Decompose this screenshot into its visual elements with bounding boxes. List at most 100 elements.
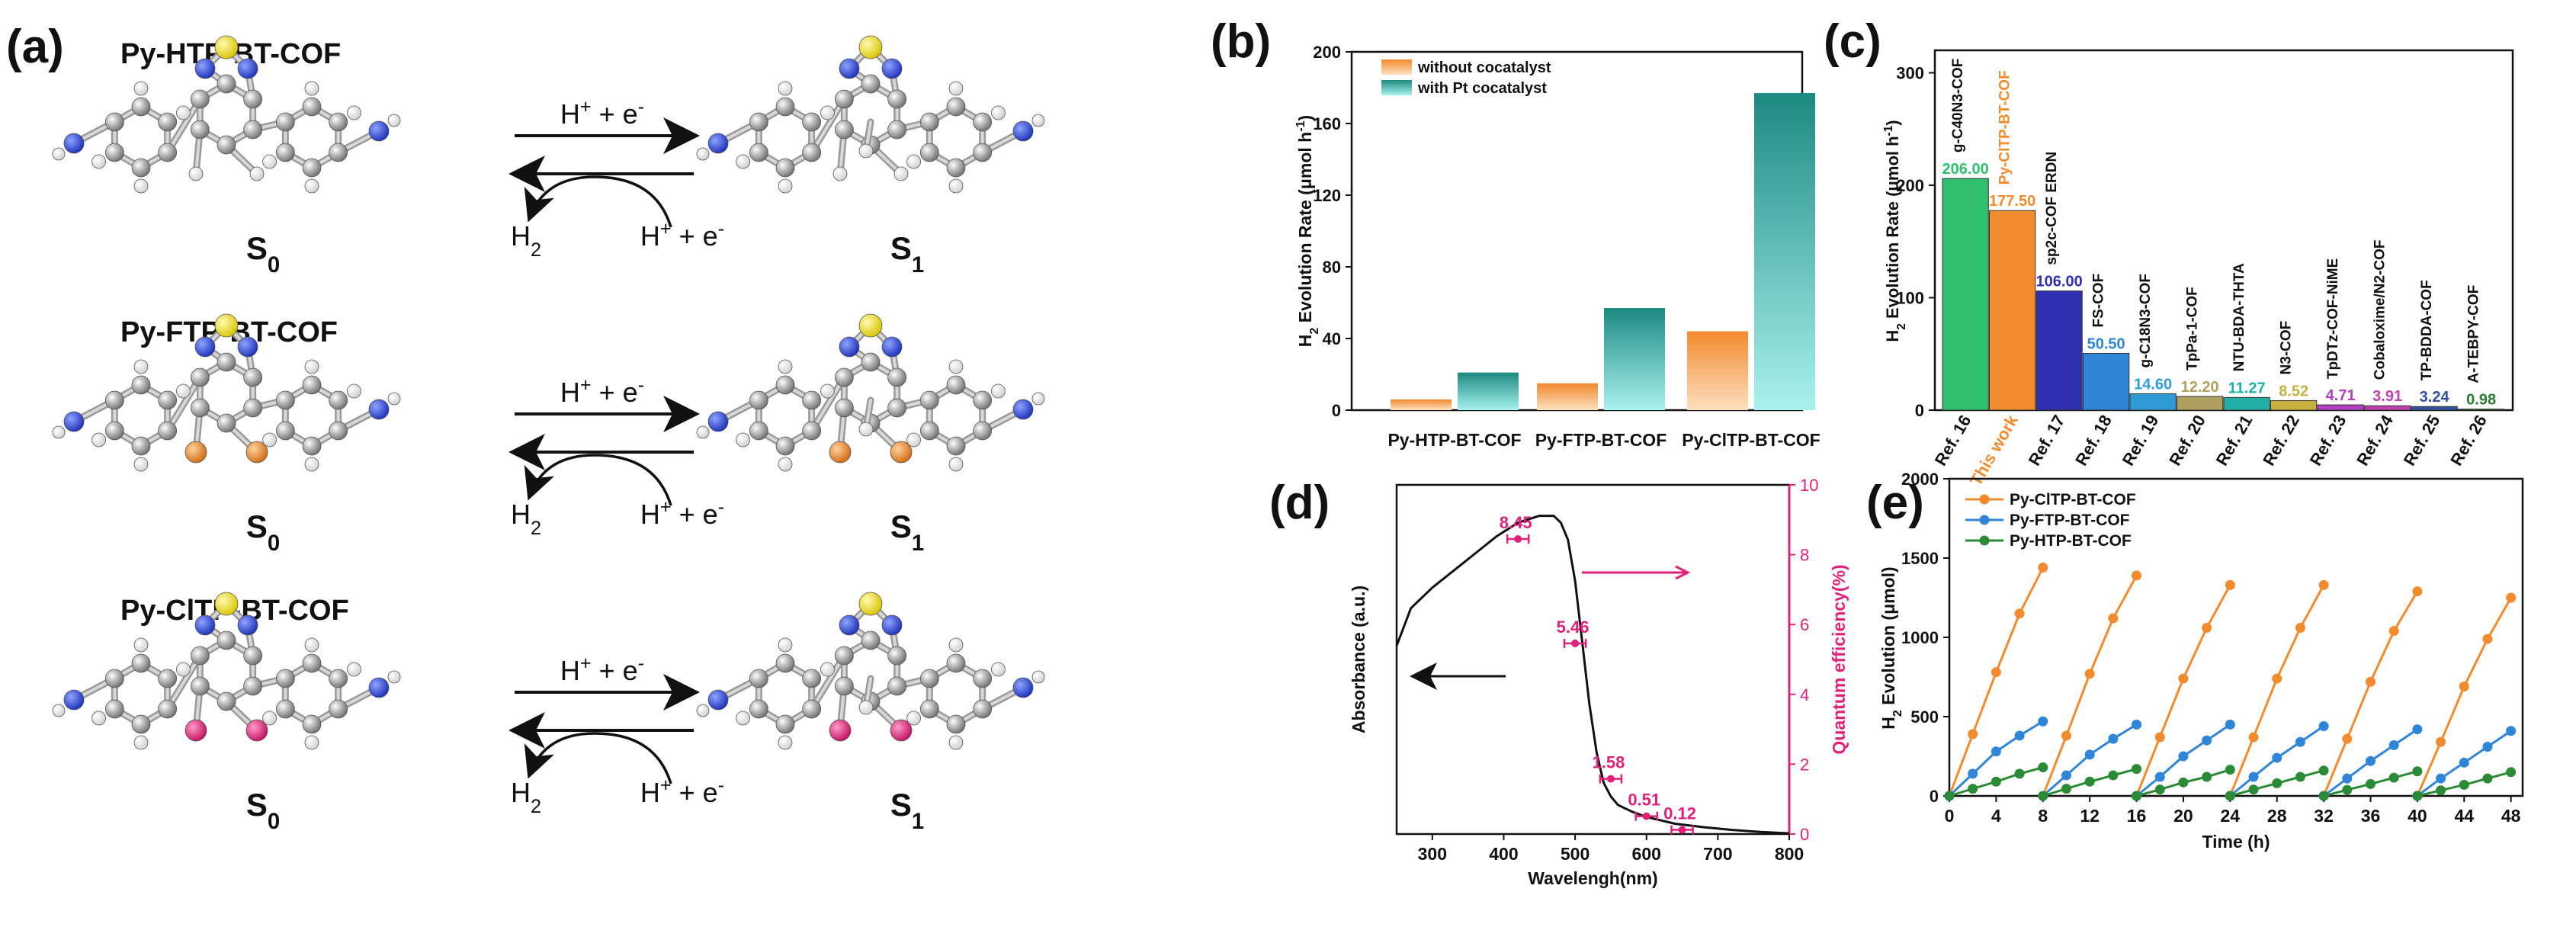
text-span: H [1295,335,1315,348]
series-line [2228,584,2325,797]
value-label: 0.98 [2466,392,2496,409]
nitrogen-atom [881,336,903,358]
carbon-atom [887,398,907,418]
carbon-atom [946,375,966,395]
series-point [2318,720,2329,731]
hydrogen-atom [1031,114,1045,127]
text-span: S [246,508,268,544]
y2-tick-label: 10 [1800,476,1818,495]
arrow-label-h2: H2 [511,220,541,261]
carbon-atom [887,676,907,696]
carbon-atom [834,120,854,140]
y-tick-label: 40 [1323,329,1341,348]
carbon-atom [104,390,124,410]
right-axis-arrowhead [1675,565,1691,580]
x-axis-title: Time (h) [2202,832,2270,852]
series-point [2388,626,2399,637]
hydrogen-atom [304,457,319,472]
x-tick-label: 28 [2267,806,2287,826]
series-point [2061,784,2071,794]
bond-highlight [810,654,846,711]
substituent-atom [893,166,909,181]
text-span: H [640,499,660,530]
panel-a: (a) Py-HTP-BT-COFS0S1H+ + e-H2H+ + e-Py-… [6,21,1045,834]
series-point [1991,667,2001,678]
substituent-atom [245,719,268,742]
carbon-atom [946,158,966,178]
text-span: -1 [1882,125,1895,136]
value-label: 3.24 [2420,389,2450,406]
carbon-atom [749,699,768,719]
carbon-atom [158,390,178,410]
qe-point [1514,534,1522,543]
nitrogen-atom [839,614,860,636]
carbon-atom [802,112,822,132]
panel-b: (b) 0 40 80 120 160 200 H2 Evolution Rate (μmo… [1211,15,1821,450]
hydrogen-atom [906,432,921,448]
carbon-atom [302,436,322,456]
substituent-atom [890,719,913,742]
series-point [1991,746,2001,757]
hydrogen-atom [778,735,793,750]
carbon-atom [919,669,939,688]
carbon-atom [887,89,907,109]
carbon-atom [158,143,178,162]
arrow-label-h2: H2 [511,777,541,817]
carbon-atom [919,421,939,441]
carbon-atom [190,367,210,387]
carbon-atom [973,669,993,688]
bar-name-label: N3-COF [2279,321,2295,375]
carbon-atom [243,398,263,418]
carbon-atom [802,421,822,441]
value-label: 106.00 [2036,274,2083,290]
text-span: 2 [531,239,541,261]
series-point [2084,669,2095,679]
bar [1391,399,1452,410]
series-point [2248,772,2259,782]
carbon-atom [919,390,939,410]
hydrogen-atom [133,457,149,472]
series-point [2342,733,2353,744]
x-tick-label: 700 [1703,844,1732,864]
carbon-atom [302,714,322,734]
y-tick-label: 100 [1896,289,1924,308]
carbon-atom [275,699,295,719]
text-span: + e [592,98,638,130]
text-span: 2 [531,796,541,817]
bar-name-label: sp2c-COF ERDN [2044,152,2060,265]
arrow-label-top: H+ + e- [560,96,644,130]
x-tick-label: 48 [2501,806,2521,826]
hydrogen-atom [696,147,710,161]
carbon-atom [302,653,322,673]
x-tick-label: Py-ClTP-BT-COF [1682,430,1820,450]
y-tick-label: 500 [1910,707,1939,727]
hydrogen-atom [736,432,750,448]
carbon-atom [749,421,768,441]
series-point [2482,773,2493,784]
qe-label: 0.51 [1628,791,1660,810]
hydrogen-atom [387,392,401,406]
qe-point [1571,639,1580,647]
text-span: H [1878,717,1898,730]
hydrogen-atom [736,711,750,726]
bar-name-label: TP-BDDA-COF [2419,280,2435,380]
series-point [1968,784,1978,794]
series-point [2459,681,2469,691]
carbon-atom [217,74,236,94]
x-tick-label: 400 [1489,844,1518,864]
nitrogen-atom [368,120,390,142]
bar [2317,404,2364,411]
bar [1942,178,1989,411]
nitrogen-atom [1012,399,1034,420]
qe-label: 0.12 [1663,804,1696,823]
reaction-arrows [508,674,700,784]
series-point [2202,623,2212,634]
carbon-atom [217,691,236,711]
carbon-atom [329,699,348,719]
series-point [2388,739,2399,750]
bond-highlight [810,98,846,154]
hydrogen-atom [347,662,361,677]
text-span: 0 [268,809,280,834]
sulfur-atom [214,592,239,616]
y-axis-title: H2 Evolution (μmol) [1878,566,1904,729]
